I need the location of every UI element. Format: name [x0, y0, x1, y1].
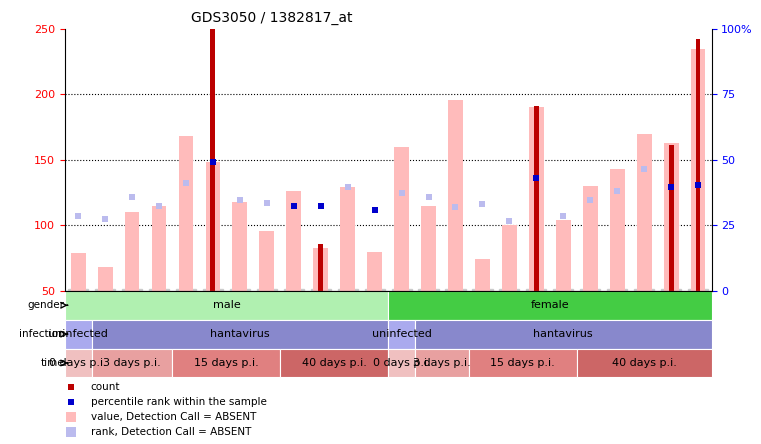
Text: 0 days p.i.: 0 days p.i. [49, 358, 107, 368]
Text: count: count [91, 382, 120, 392]
Text: 15 days p.i.: 15 days p.i. [194, 358, 259, 368]
Text: value, Detection Call = ABSENT: value, Detection Call = ABSENT [91, 412, 256, 422]
Text: time: time [41, 358, 65, 368]
Bar [65, 320, 91, 349]
Bar [280, 349, 388, 377]
Text: uninfected: uninfected [48, 329, 108, 339]
Bar [388, 349, 415, 377]
Text: 3 days p.i.: 3 days p.i. [103, 358, 161, 368]
Bar [314, 248, 328, 291]
Bar [125, 212, 139, 291]
Bar [71, 253, 85, 291]
Bar [529, 107, 544, 291]
Bar [664, 143, 679, 291]
Bar [577, 349, 712, 377]
Text: 0 days p.i.: 0 days p.i. [373, 358, 431, 368]
Bar [415, 349, 469, 377]
Text: gender: gender [27, 300, 65, 310]
Bar [637, 134, 651, 291]
Bar [534, 106, 539, 291]
Bar [475, 259, 490, 291]
Bar [151, 206, 167, 291]
Bar [394, 147, 409, 291]
Bar [696, 40, 700, 291]
Bar [232, 202, 247, 291]
Text: uninfected: uninfected [371, 329, 431, 339]
Text: 40 days p.i.: 40 days p.i. [612, 358, 677, 368]
Bar [205, 163, 221, 291]
Bar [610, 169, 625, 291]
Bar [448, 99, 463, 291]
Title: GDS3050 / 1382817_at: GDS3050 / 1382817_at [191, 11, 352, 25]
Text: percentile rank within the sample: percentile rank within the sample [91, 397, 266, 407]
Text: hantavirus: hantavirus [533, 329, 593, 339]
Bar [260, 230, 274, 291]
Bar [65, 349, 91, 377]
Bar [179, 136, 193, 291]
Bar [502, 226, 517, 291]
Text: rank, Detection Call = ABSENT: rank, Detection Call = ABSENT [91, 427, 251, 437]
Bar [340, 187, 355, 291]
Bar [173, 349, 280, 377]
Bar [211, 29, 215, 291]
Bar [91, 349, 173, 377]
Text: 3 days p.i.: 3 days p.i. [413, 358, 471, 368]
Bar [469, 349, 577, 377]
Bar [415, 320, 712, 349]
Bar [691, 48, 705, 291]
Text: female: female [530, 300, 569, 310]
Bar [388, 320, 415, 349]
Text: infection: infection [19, 329, 65, 339]
Bar [583, 186, 597, 291]
Text: male: male [212, 300, 240, 310]
Text: 40 days p.i.: 40 days p.i. [302, 358, 367, 368]
Bar [669, 146, 673, 291]
Bar [318, 244, 323, 291]
Text: hantavirus: hantavirus [210, 329, 269, 339]
Bar [65, 291, 388, 320]
Bar [97, 267, 113, 291]
Bar [91, 320, 388, 349]
Text: 15 days p.i.: 15 days p.i. [491, 358, 556, 368]
Bar [421, 206, 436, 291]
Bar [286, 191, 301, 291]
Bar [388, 291, 712, 320]
Bar [368, 251, 382, 291]
Bar [556, 220, 571, 291]
